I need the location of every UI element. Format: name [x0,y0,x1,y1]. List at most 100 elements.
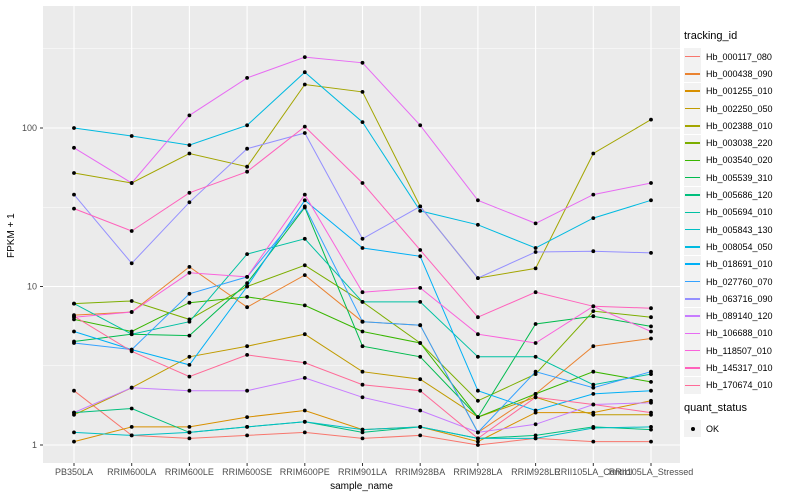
legend-entry: Hb_005694_010 [684,203,798,221]
legend-entry: Hb_145317_010 [684,359,798,377]
data-point [649,425,653,429]
data-point [245,284,250,289]
data-point [649,117,653,122]
legend-entry: Hb_001255_010 [684,82,798,100]
legend-entry: Hb_008054_050 [684,238,798,256]
line-key [684,203,701,221]
data-point [302,430,307,435]
line-key [684,376,701,394]
legend-entry: Hb_000438_090 [684,65,798,83]
legend-entry: Hb_005539_310 [684,169,798,187]
data-point [187,388,192,393]
data-point [72,192,76,197]
data-point [476,198,480,203]
data-point [302,70,307,75]
legend-label: Hb_106688_010 [706,328,773,339]
data-point [302,376,307,380]
line-key [684,255,701,273]
data-point [591,439,596,444]
data-point [302,198,307,203]
data-point [591,304,596,309]
data-point [72,126,76,130]
data-point [129,329,134,334]
data-point [187,354,192,359]
data-point [245,344,250,349]
line-key [684,169,701,187]
line-key [684,82,701,100]
data-point [245,169,250,174]
legend-label: Hb_005539_310 [706,172,773,183]
ok-point-icon [690,426,695,431]
data-point [187,363,192,367]
line-key-icon [685,384,700,387]
data-point [418,388,423,393]
data-point [360,382,365,387]
data-point [591,402,596,407]
data-point [187,291,192,296]
data-point [418,254,423,259]
data-point [418,123,423,128]
data-point [649,306,653,311]
data-point [476,315,480,320]
legend-title: tracking_id [684,30,738,42]
data-point [476,332,480,337]
legend-label: Hb_145317_010 [706,362,773,373]
data-point [245,281,250,285]
line-key-icon [685,349,700,352]
data-point [129,310,134,314]
data-point [302,273,307,277]
data-point [591,426,596,430]
data-point [245,295,250,299]
data-point [72,145,76,150]
legend-label: Hb_001255_010 [706,86,773,97]
data-point [418,408,423,413]
data-point [476,222,480,227]
data-point [591,344,596,349]
legend-label: Hb_089140_120 [706,311,773,322]
legend-label: Hb_003540_020 [706,155,773,166]
data-point [533,395,538,400]
x-tick-label: RRII105LA_Control [554,467,632,477]
legend-entry: Hb_005843_130 [684,221,798,239]
legend-label: Hb_118507_010 [706,345,772,356]
data-point [187,113,192,118]
data-point [533,322,538,326]
data-point [302,332,307,337]
data-point [129,134,134,138]
data-point [245,305,250,310]
data-point [360,60,365,65]
data-point [187,190,192,195]
data-point [533,250,538,254]
data-point [591,382,596,387]
legend-label: Hb_000117_080 [706,51,772,62]
data-point [418,377,423,382]
line-key-icon [685,298,700,300]
line-key [684,273,701,290]
data-point [360,436,365,441]
data-point [187,200,192,205]
data-point [72,329,76,334]
data-point [533,422,538,427]
legend-entry: Hb_089140_120 [684,307,798,325]
data-point [591,392,596,396]
data-point [187,374,192,379]
legend-entries: Hb_000117_080 Hb_000438_090 Hb_001255_010 H… [684,48,798,394]
data-point [72,314,76,319]
data-point [418,248,423,252]
legend-label: Hb_005694_010 [706,207,773,218]
data-point [245,164,250,169]
data-point [302,82,307,87]
x-axis-title: sample_name [330,481,393,492]
legend: tracking_id Hb_000117_080 Hb_000438_090 Hb… [684,30,798,438]
data-point [187,436,192,441]
line-key [684,307,701,325]
data-point [360,395,365,400]
data-point [129,299,134,303]
data-point [476,436,480,441]
data-point [129,385,134,390]
data-point [476,276,480,280]
data-point [591,309,596,313]
data-point [245,415,250,419]
data-point [302,204,307,209]
